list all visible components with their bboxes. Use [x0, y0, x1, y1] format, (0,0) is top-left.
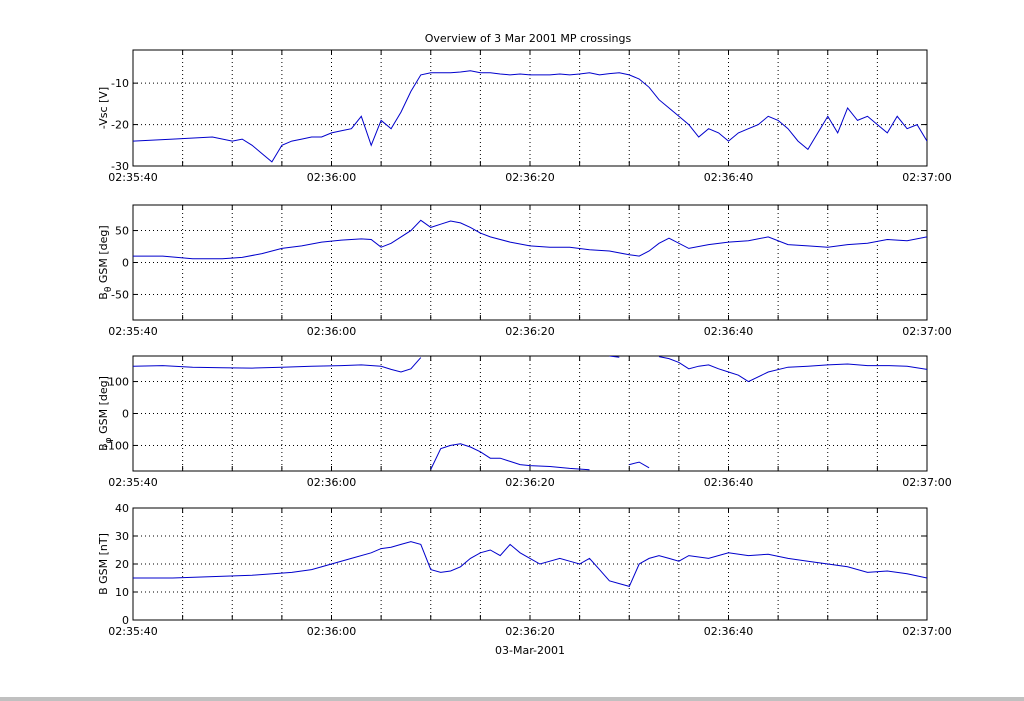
panel-4: 02:35:40 02:36:00 02:36:20 02:36:40 02:37:00…: [97, 502, 952, 638]
data-series-line: [629, 461, 650, 469]
figure-title: Overview of 3 Mar 2001 MP crossings: [425, 32, 632, 45]
x-tick-label: 02:36:40: [704, 476, 753, 489]
y-tick-label: -10: [111, 77, 129, 90]
y-tick-label: 0: [122, 408, 129, 421]
y-tick-label: -30: [111, 160, 129, 173]
y-axis-label: Bφ GSM [deg]: [97, 376, 114, 451]
data-series-line: [609, 356, 620, 358]
x-tick-label: 02:36:40: [704, 171, 753, 184]
x-axis-date-label: 03-Mar-2001: [495, 644, 565, 657]
x-tick-label: 02:36:20: [505, 171, 554, 184]
x-tick-label: 02:35:40: [108, 171, 157, 184]
data-series-line: [430, 443, 590, 471]
x-tick-label: 02:36:00: [307, 476, 356, 489]
x-tick-label: 02:36:20: [505, 325, 554, 338]
x-tick-label: 02:36:20: [505, 625, 554, 638]
y-tick-label: 10: [115, 586, 129, 599]
x-tick-label: 02:35:40: [108, 476, 157, 489]
x-tick-label: 02:36:00: [307, 325, 356, 338]
y-tick-label: -50: [111, 288, 129, 301]
y-axis-label: -Vsc [V]: [97, 87, 110, 129]
y-tick-label: -20: [111, 119, 129, 132]
x-tick-label: 02:37:00: [902, 476, 951, 489]
panel-1: 02:35:40 02:36:00 02:36:20 02:36:40 02:37:00…: [97, 49, 952, 184]
data-series-line: [133, 219, 927, 260]
y-axis-label: Bθ GSM [deg]: [97, 225, 114, 299]
x-tick-label: 02:36:00: [307, 171, 356, 184]
y-tick-label: 30: [115, 530, 129, 543]
x-tick-label: 02:36:20: [505, 476, 554, 489]
x-tick-label: 02:37:00: [902, 325, 951, 338]
x-tick-label: 02:36:00: [307, 625, 356, 638]
y-tick-label: 50: [115, 225, 129, 238]
y-tick-label: 100: [108, 376, 129, 389]
panel-3: 02:35:40 02:36:00 02:36:20 02:36:40 02:37:00…: [97, 355, 952, 489]
y-tick-label: 20: [115, 558, 129, 571]
x-tick-label: 02:37:00: [902, 625, 951, 638]
x-tick-label: 02:36:40: [704, 625, 753, 638]
y-axis-label: B GSM [nT]: [97, 533, 110, 595]
y-tick-label: 40: [115, 502, 129, 515]
y-tick-label: 0: [122, 257, 129, 270]
data-series-line: [658, 356, 927, 383]
data-series-line: [133, 541, 927, 587]
x-tick-label: 02:36:40: [704, 325, 753, 338]
x-tick-label: 02:35:40: [108, 325, 157, 338]
data-series-line: [133, 70, 927, 163]
panel-2: 02:35:40 02:36:00 02:36:20 02:36:40 02:37:00…: [97, 204, 952, 338]
y-tick-label: 0: [122, 614, 129, 627]
y-tick-label: -100: [104, 439, 129, 452]
x-tick-label: 02:35:40: [108, 625, 157, 638]
x-tick-label: 02:37:00: [902, 171, 951, 184]
data-series-line: [133, 357, 422, 373]
